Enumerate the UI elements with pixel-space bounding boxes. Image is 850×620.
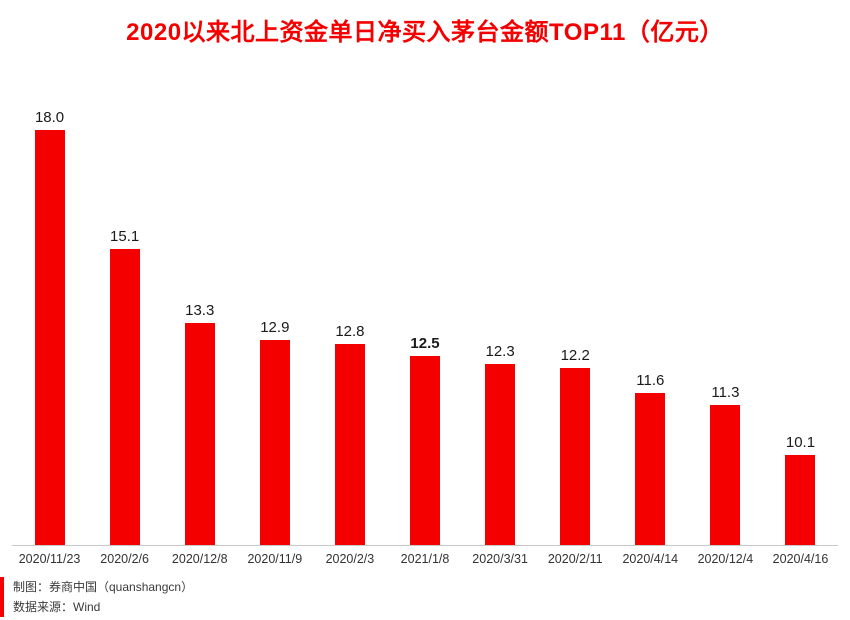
bar-column: 12.9: [237, 319, 312, 545]
bar: [334, 343, 365, 545]
bar-date-label: 2020/4/16: [772, 552, 829, 566]
bar-column: 12.8: [312, 323, 387, 545]
bar-value-label: 11.3: [711, 384, 740, 402]
chart-title: 2020以来北上资金单日净买入茅台金额TOP11（亿元）: [126, 19, 724, 46]
bar-column: 12.3: [463, 343, 538, 545]
bar-value-label: 12.3: [485, 343, 515, 361]
bar: [34, 130, 65, 545]
bar-date-label: 2020/2/3: [325, 552, 375, 566]
bar-value-label: 12.8: [335, 322, 365, 340]
bar-column: 18.0: [12, 109, 87, 545]
bar-column: 15.1: [87, 228, 162, 545]
bar-value-label: 12.9: [260, 318, 290, 336]
bar-date-label: 2021/1/8: [400, 552, 450, 566]
bar-column: 12.2: [538, 347, 613, 545]
chart-footer: 制图：券商中国（quanshangcn） 数据来源：Wind: [0, 577, 193, 617]
bar: [259, 339, 290, 545]
bar-value-label: 13.3: [185, 302, 215, 320]
bar-value-label: 12.2: [560, 347, 590, 365]
bar-column: 12.5: [387, 335, 462, 545]
bar-date-label: 2020/2/11: [547, 552, 603, 566]
bar-date-label: 2020/11/23: [18, 552, 81, 566]
bar: [109, 249, 140, 545]
bar: [635, 393, 666, 545]
bar: [410, 356, 441, 545]
bar-date-label: 2020/2/6: [100, 552, 149, 566]
bar-date-label: 2020/11/9: [247, 552, 303, 566]
bar-chart: 18.0 15.1 13.3 12.9 12.8 12.5 12.3 12.2 11.6 11.3…: [12, 78, 838, 566]
bar-date-label: 2020/12/4: [697, 552, 754, 566]
bar: [710, 405, 741, 545]
bar-date-label: 2020/12/8: [171, 552, 228, 566]
bar-column: 10.1: [763, 434, 838, 545]
footer-accent-bar: [0, 577, 4, 617]
bar-column: 11.6: [613, 372, 688, 545]
bar-value-label: 15.1: [110, 228, 140, 246]
bar-value-label: 18.0: [34, 109, 65, 127]
x-axis-labels: 2020/11/23 2020/2/6 2020/12/8 2020/11/9 2020…: [12, 546, 838, 566]
bar: [184, 323, 215, 545]
footer-text: 制图：券商中国（quanshangcn） 数据来源：Wind: [4, 577, 193, 617]
source-line: 数据来源：Wind: [13, 600, 101, 614]
bar-value-label: 12.5: [410, 335, 440, 353]
bar-date-label: 2020/4/14: [622, 552, 679, 566]
bar: [485, 364, 516, 545]
bar-value-label: 10.1: [785, 433, 816, 451]
bar-value-label: 11.6: [636, 372, 665, 389]
bar-column: 11.3: [688, 384, 763, 545]
bar-column: 13.3: [162, 302, 237, 545]
bars-area: 18.0 15.1 13.3 12.9 12.8 12.5 12.3 12.2 11.6 11.3…: [12, 78, 838, 546]
bar: [560, 368, 591, 545]
bar-date-label: 2020/3/31: [472, 552, 528, 566]
credit-line: 制图：券商中国（quanshangcn）: [13, 580, 194, 594]
bar: [785, 454, 816, 545]
